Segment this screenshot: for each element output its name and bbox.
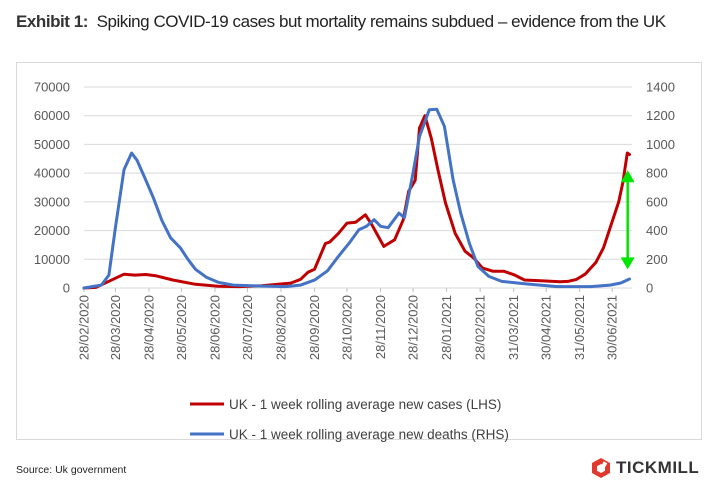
x-tick-label: 28/07/2020 xyxy=(240,295,255,360)
y-left-tick-label: 20000 xyxy=(34,223,70,238)
x-tick-label: 28/08/2020 xyxy=(273,295,288,360)
x-tick-label: 28/09/2020 xyxy=(307,295,322,360)
y-right-tick-label: 200 xyxy=(646,252,668,267)
tickmill-hexagon-icon xyxy=(592,458,610,478)
y-right-tick-label: 1000 xyxy=(646,137,675,152)
logo-text: TICKMILL xyxy=(616,458,700,477)
series-lines xyxy=(82,107,631,290)
x-tick-label: 28/03/2020 xyxy=(108,295,123,360)
y-left-tick-label: 30000 xyxy=(34,194,70,209)
y-right-tick-label: 1400 xyxy=(646,80,675,95)
y-left-tick-label: 10000 xyxy=(34,252,70,267)
arrow-down-head-icon xyxy=(620,257,635,270)
y-right-tick-label: 800 xyxy=(646,166,668,181)
gridlines xyxy=(84,86,632,289)
legend-label-cases: UK - 1 week rolling average new cases (L… xyxy=(229,397,501,412)
legend: UK - 1 week rolling average new cases (L… xyxy=(190,397,509,442)
x-tick-label: 28/02/2021 xyxy=(473,295,488,360)
y-left-tick-label: 50000 xyxy=(34,137,70,152)
legend-label-deaths: UK - 1 week rolling average new deaths (… xyxy=(229,427,509,442)
y-right-tick-label: 0 xyxy=(646,281,653,296)
y-right-tick-label: 400 xyxy=(646,223,668,238)
arrow-up-head-icon xyxy=(620,170,635,183)
left-axis: 0 10000 20000 30000 40000 50000 60000 70000 xyxy=(34,80,70,296)
chart-title: Exhibit 1: Spiking COVID-19 cases but mo… xyxy=(16,11,714,33)
y-left-tick-label: 60000 xyxy=(34,108,70,123)
x-tick-label: 31/05/2021 xyxy=(572,295,587,360)
chart-frame xyxy=(16,62,702,440)
x-tick-label: 28/11/2020 xyxy=(373,295,388,359)
annotations xyxy=(620,170,635,270)
x-tick-label: 28/02/2020 xyxy=(77,295,92,360)
deaths-line xyxy=(82,107,631,290)
x-tick-label: 28/04/2020 xyxy=(141,295,156,360)
x-axis-ticks: 28/02/2020 28/03/2020 28/04/2020 28/05/2020… xyxy=(77,288,620,360)
x-tick-label: 31/03/2021 xyxy=(506,295,521,360)
x-tick-label: 28/12/2020 xyxy=(406,295,421,360)
source-note: Source: Uk government xyxy=(16,464,127,476)
x-tick-label: 28/05/2020 xyxy=(174,295,189,360)
y-right-tick-label: 1200 xyxy=(646,108,675,123)
right-axis: 0 200 400 600 800 1000 1200 1400 xyxy=(646,80,675,296)
x-tick-label: 28/10/2020 xyxy=(340,295,355,360)
y-left-tick-label: 70000 xyxy=(34,80,70,95)
x-tick-label: 28/01/2021 xyxy=(439,295,454,360)
y-left-tick-label: 40000 xyxy=(34,166,70,181)
x-tick-label: 28/06/2020 xyxy=(207,295,222,360)
x-tick-label: 30/04/2021 xyxy=(539,295,554,360)
y-left-tick-label: 0 xyxy=(63,281,70,296)
x-tick-label: 30/06/2021 xyxy=(605,295,620,360)
title-text: Spiking COVID-19 cases but mortality rem… xyxy=(96,12,667,31)
exhibit-label: Exhibit 1: xyxy=(16,12,89,31)
y-right-tick-label: 600 xyxy=(646,194,668,209)
tickmill-logo: TICKMILL xyxy=(590,457,699,479)
